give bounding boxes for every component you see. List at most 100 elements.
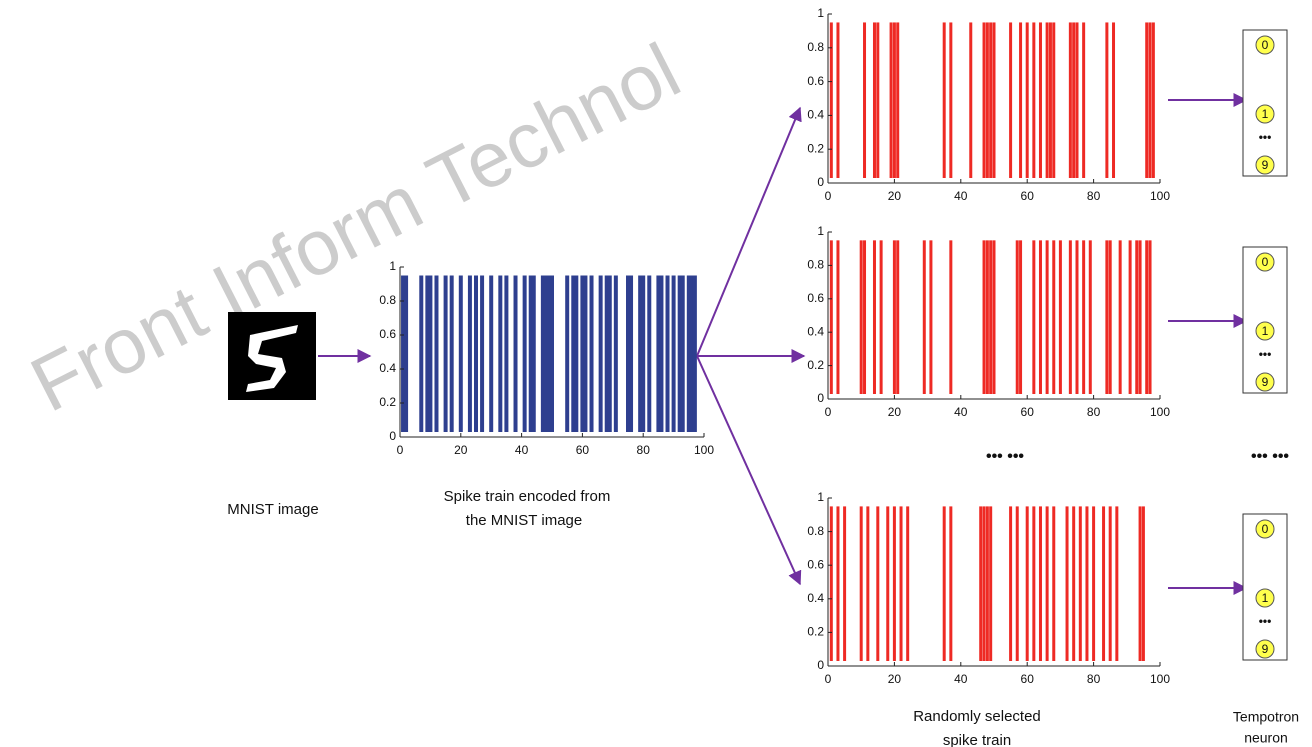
spike [641, 276, 645, 433]
spike [1089, 240, 1092, 394]
x-tick-label: 60 [1021, 189, 1035, 203]
spike [1139, 240, 1142, 394]
spike [843, 506, 846, 661]
spike [830, 506, 833, 661]
spike [666, 276, 670, 433]
spike [1135, 240, 1138, 394]
spike [893, 240, 896, 394]
spike [1145, 240, 1148, 394]
y-tick-label: 0 [817, 391, 824, 405]
spike [830, 22, 833, 178]
spike [550, 276, 554, 433]
spike [923, 240, 926, 394]
spike [893, 22, 896, 178]
spike [983, 240, 986, 394]
y-tick-label: 0.6 [379, 327, 396, 341]
y-tick-label: 0.4 [807, 108, 824, 122]
spike [880, 240, 883, 394]
spike [1019, 240, 1022, 394]
spike [993, 22, 996, 178]
figure: Front Inform Technol MNIST image Spike t… [0, 0, 1312, 747]
y-tick-label: 0.6 [807, 74, 824, 88]
spike [943, 22, 946, 178]
spike [1039, 22, 1042, 178]
ellipsis: ••• ••• [1251, 448, 1289, 465]
neuron-label: Tempotron [1233, 709, 1299, 725]
y-tick-label: 0.8 [379, 293, 396, 307]
spike [1142, 506, 1145, 661]
spike [1079, 506, 1082, 661]
x-tick-label: 80 [1087, 405, 1101, 419]
spike [672, 276, 676, 433]
spike [1009, 22, 1012, 178]
spike [983, 506, 986, 661]
spike [608, 276, 612, 433]
y-tick-label: 0.4 [807, 591, 824, 605]
neuron-label: 9 [1262, 642, 1269, 656]
spike [419, 276, 423, 433]
spike [574, 276, 578, 433]
y-tick-label: 0.2 [807, 358, 824, 372]
x-tick-label: 0 [825, 189, 832, 203]
spike [886, 506, 889, 661]
spike [614, 276, 618, 433]
spike [1149, 22, 1152, 178]
spike [876, 506, 879, 661]
neuron-label: 1 [1262, 107, 1269, 121]
x-tick-label: 100 [1150, 405, 1170, 419]
spike [468, 276, 472, 433]
spike [523, 276, 527, 433]
spike [1152, 22, 1155, 178]
spike [404, 276, 408, 433]
spike [1032, 240, 1035, 394]
y-tick-label: 0 [817, 658, 824, 672]
spike [474, 276, 478, 433]
spike [1016, 506, 1019, 661]
x-tick-label: 40 [954, 405, 968, 419]
spike [1069, 240, 1072, 394]
x-tick-label: 40 [954, 672, 968, 686]
spike [896, 22, 899, 178]
y-tick-label: 0.8 [807, 40, 824, 54]
spike [986, 240, 989, 394]
spike [565, 276, 569, 433]
neuron-label: 1 [1262, 324, 1269, 338]
spike [1115, 506, 1118, 661]
x-tick-label: 80 [637, 443, 651, 457]
spike [836, 22, 839, 178]
spike [949, 22, 952, 178]
y-tick-label: 1 [389, 259, 396, 273]
x-tick-label: 60 [1021, 672, 1035, 686]
spike [514, 276, 518, 433]
spike [1145, 22, 1148, 178]
neuron-label: neuron [1244, 730, 1288, 746]
x-tick-label: 80 [1087, 672, 1101, 686]
spike [1085, 506, 1088, 661]
spike [986, 22, 989, 178]
x-tick-label: 0 [825, 405, 832, 419]
spike [504, 276, 508, 433]
x-tick-label: 0 [397, 443, 404, 457]
y-tick-label: 0.4 [807, 324, 824, 338]
spike [1109, 506, 1112, 661]
neuron-label: 1 [1262, 591, 1269, 605]
spike [896, 240, 899, 394]
spike [969, 22, 972, 178]
spike [450, 276, 454, 433]
spike [983, 22, 986, 178]
spike [1149, 240, 1152, 394]
spike [1019, 22, 1022, 178]
spike [599, 276, 603, 433]
spike [1129, 240, 1132, 394]
spike [1066, 506, 1069, 661]
spike [532, 276, 536, 433]
y-tick-label: 0 [817, 175, 824, 189]
y-tick-label: 0.8 [807, 258, 824, 272]
spike [659, 276, 663, 433]
spike [949, 240, 952, 394]
spike [1032, 22, 1035, 178]
spike [1026, 22, 1029, 178]
spike [900, 506, 903, 661]
x-tick-label: 20 [454, 443, 468, 457]
y-tick-label: 0.8 [807, 524, 824, 538]
